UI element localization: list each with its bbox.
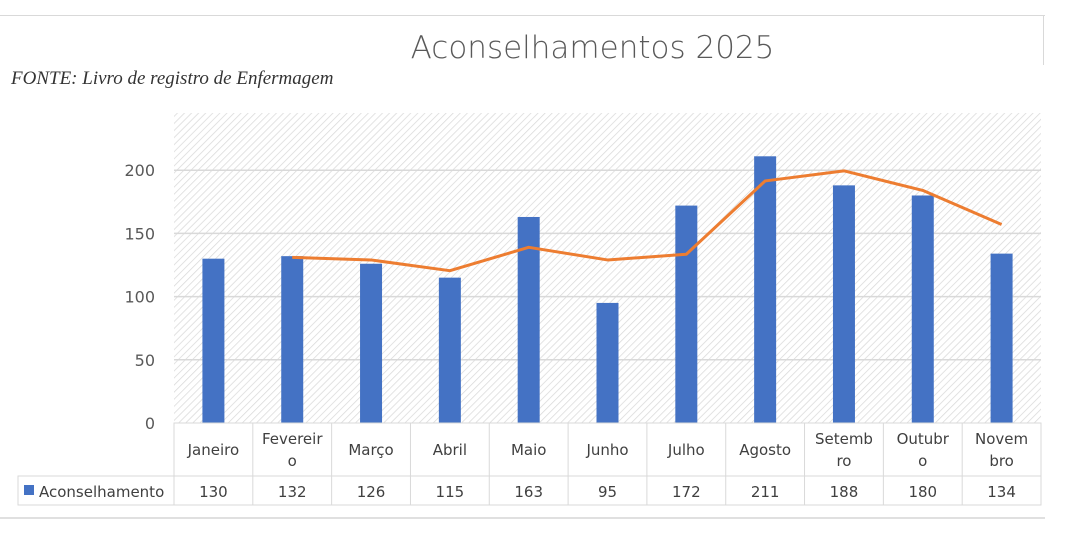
x-category-label: bro [989, 452, 1014, 470]
chart-source: FONTE: Livro de registro de Enfermagem [11, 68, 334, 89]
x-category-label: Março [348, 441, 393, 459]
x-category-label: Fevereir [262, 430, 323, 448]
x-category-label: o [288, 452, 297, 470]
data-table-border [173, 422, 1042, 506]
y-tick-label: 0 [145, 414, 155, 433]
x-category-label: Agosto [739, 441, 791, 459]
bar [360, 263, 383, 423]
x-category-label: ro [836, 452, 851, 470]
x-category-label: o [918, 452, 927, 470]
bar [990, 253, 1013, 423]
x-category-label: Abril [433, 441, 467, 459]
x-category-label: Novem [975, 430, 1028, 448]
bar [517, 216, 540, 423]
chart-frame-right [1043, 15, 1044, 65]
x-category-label: Maio [511, 441, 546, 459]
data-label: 163 [514, 483, 543, 501]
y-tick-label: 200 [124, 161, 155, 180]
bar [675, 205, 698, 423]
chart-frame-bottom [0, 517, 1045, 519]
bar [832, 185, 855, 423]
bar [438, 277, 461, 423]
data-label: 188 [830, 483, 859, 501]
data-label: 134 [987, 483, 1016, 501]
x-category-label: Outubr [897, 430, 950, 448]
data-label: 115 [436, 483, 465, 501]
data-label: 211 [751, 483, 780, 501]
legend-cell-border [17, 475, 175, 506]
chart-title: Aconselhamentos 2025 [410, 30, 775, 66]
chart-frame-top [0, 15, 1045, 16]
bar [281, 256, 304, 423]
x-category-label: Janeiro [187, 441, 240, 459]
legend-label: Aconselhamento [39, 483, 164, 501]
trendline [292, 169, 1003, 273]
y-tick-label: 50 [135, 351, 155, 370]
data-label: 132 [278, 483, 307, 501]
bar [202, 258, 225, 423]
bar [596, 302, 619, 423]
x-category-label: Junho [585, 441, 628, 459]
data-label: 126 [357, 483, 386, 501]
data-label: 130 [199, 483, 228, 501]
bar [911, 195, 934, 423]
legend-swatch [24, 485, 34, 495]
x-category-label: Julho [667, 441, 705, 459]
x-category-label: Setemb [815, 430, 873, 448]
y-tick-label: 150 [124, 224, 155, 243]
bar [754, 156, 777, 423]
y-tick-label: 100 [124, 288, 155, 307]
data-label: 180 [908, 483, 937, 501]
data-label: 172 [672, 483, 701, 501]
data-label: 95 [598, 483, 617, 501]
